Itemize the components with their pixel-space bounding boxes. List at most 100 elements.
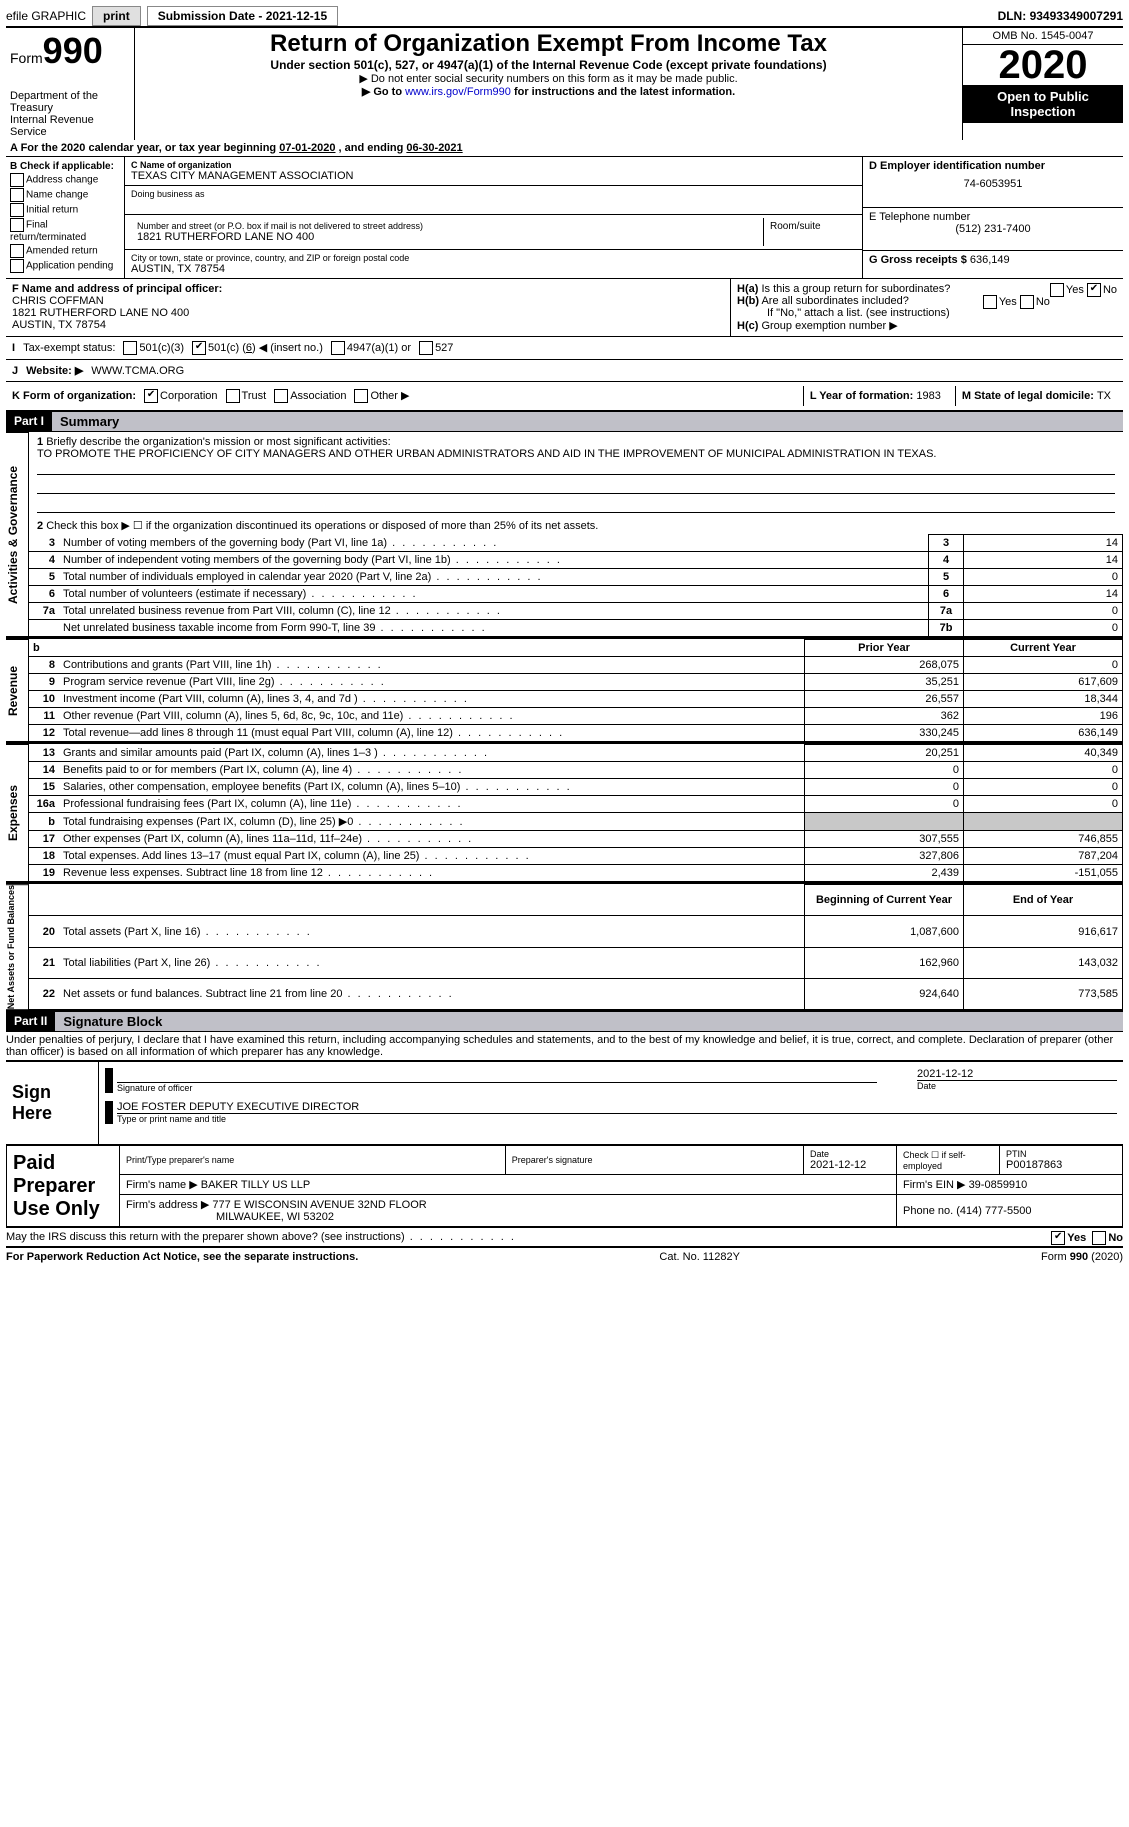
vert-revenue: Revenue xyxy=(6,639,29,742)
cb-assoc[interactable]: Association xyxy=(274,389,346,403)
row-f-h: F Name and address of principal officer:… xyxy=(6,278,1123,336)
cb-address-change[interactable]: Address change xyxy=(10,173,120,187)
part1-header: Part I xyxy=(6,412,52,431)
prep-name-cell: Print/Type preparer's name xyxy=(120,1145,506,1175)
mission-block: 1 Briefly describe the organization's mi… xyxy=(29,432,1123,513)
top-bar: efile GRAPHIC print Submission Date - 20… xyxy=(6,6,1123,26)
firm-ein-cell: Firm's EIN ▶ 39-0859910 xyxy=(897,1175,1123,1195)
year-formation: L Year of formation: 1983 xyxy=(803,386,947,406)
table-row: 6Total number of volunteers (estimate if… xyxy=(29,586,1123,603)
cb-other[interactable]: Other ▶ xyxy=(354,389,409,403)
sign-here-label: Sign Here xyxy=(6,1062,99,1144)
table-row: 9Program service revenue (Part VIII, lin… xyxy=(29,674,1123,691)
form-of-org: K Form of organization: ✔Corporation Tru… xyxy=(6,381,1123,412)
table-row: 18Total expenses. Add lines 13–17 (must … xyxy=(29,848,1123,865)
paid-preparer-table: Paid Preparer Use Only Print/Type prepar… xyxy=(6,1144,1123,1227)
cb-527[interactable]: 527 xyxy=(419,341,453,355)
revenue-section: Revenue b Prior Year Current Year 8Contr… xyxy=(6,637,1123,742)
cb-amended[interactable]: Amended return xyxy=(10,244,120,258)
cb-501c3[interactable]: 501(c)(3) xyxy=(123,341,184,355)
cb-501c[interactable]: ✔501(c) (6) ◀ (insert no.) xyxy=(192,341,323,355)
netassets-table: Beginning of Current Year End of Year 20… xyxy=(29,884,1123,1010)
irs-label: Internal Revenue Service xyxy=(10,114,130,138)
cb-final-return[interactable]: Final return/terminated xyxy=(10,218,120,243)
officer-name: JOE FOSTER DEPUTY EXECUTIVE DIRECTOR xyxy=(117,1101,1117,1113)
form-title: Return of Organization Exempt From Incom… xyxy=(141,30,956,58)
dba-box: Doing business as xyxy=(125,186,862,215)
phone-box: E Telephone number (512) 231-7400 xyxy=(863,208,1123,251)
part2-bar: Part II Signature Block xyxy=(6,1010,1123,1032)
part2-header: Part II xyxy=(6,1012,55,1031)
line-a-tax-year: A For the 2020 calendar year, or tax yea… xyxy=(6,140,1123,157)
table-row: 12Total revenue—add lines 8 through 11 (… xyxy=(29,725,1123,742)
vert-expenses: Expenses xyxy=(6,744,29,882)
website-row: J Website: ▶ WWW.TCMA.ORG xyxy=(6,359,1123,381)
table-row: bTotal fundraising expenses (Part IX, co… xyxy=(29,813,1123,831)
expenses-section: Expenses 13Grants and similar amounts pa… xyxy=(6,742,1123,882)
sig-fields: Signature of officer 2021-12-12 Date JOE… xyxy=(99,1062,1123,1144)
col-c-org-info: C Name of organization TEXAS CITY MANAGE… xyxy=(125,157,862,278)
discuss-yes-no[interactable]: ✔Yes No xyxy=(1051,1231,1123,1245)
prep-sig-cell: Preparer's signature xyxy=(505,1145,803,1175)
org-name: TEXAS CITY MANAGEMENT ASSOCIATION xyxy=(131,170,856,182)
table-row: 8Contributions and grants (Part VIII, li… xyxy=(29,657,1123,674)
room-suite: Room/suite xyxy=(764,218,856,246)
phone-value: (512) 231-7400 xyxy=(869,223,1117,235)
table-row: 7aTotal unrelated business revenue from … xyxy=(29,603,1123,620)
instr-link: ▶ Go to www.irs.gov/Form990 for instruct… xyxy=(141,85,956,98)
revenue-table: b Prior Year Current Year 8Contributions… xyxy=(29,639,1123,742)
city-box: City or town, state or province, country… xyxy=(125,250,862,278)
cb-initial-return[interactable]: Initial return xyxy=(10,203,120,217)
header-left: Form990 Department of the Treasury Inter… xyxy=(6,28,135,140)
vert-netassets: Net Assets or Fund Balances xyxy=(6,884,29,1010)
ein-box: D Employer identification number 74-6053… xyxy=(863,157,1123,208)
table-row: 5Total number of individuals employed in… xyxy=(29,569,1123,586)
footer: For Paperwork Reduction Act Notice, see … xyxy=(6,1246,1123,1263)
tax-exempt-status: I Tax-exempt status: 501(c)(3) ✔501(c) (… xyxy=(6,336,1123,359)
dept-treasury: Department of the Treasury xyxy=(10,90,130,114)
tax-year: 2020 xyxy=(963,45,1123,85)
header-right: OMB No. 1545-0047 2020 Open to Public In… xyxy=(962,28,1123,140)
gross-receipts: G Gross receipts $ 636,149 xyxy=(863,251,1123,269)
cb-4947[interactable]: 4947(a)(1) or xyxy=(331,341,411,355)
city-state-zip: AUSTIN, TX 78754 xyxy=(131,263,856,275)
cb-app-pending[interactable]: Application pending xyxy=(10,259,120,273)
irs-link[interactable]: www.irs.gov/Form990 xyxy=(405,86,511,98)
table-row: 20Total assets (Part X, line 16)1,087,60… xyxy=(29,916,1123,947)
cb-corp[interactable]: ✔Corporation xyxy=(144,389,217,403)
signature-block: Sign Here Signature of officer 2021-12-1… xyxy=(6,1060,1123,1144)
part2-title: Signature Block xyxy=(55,1012,1123,1031)
entity-block: B Check if applicable: Address change Na… xyxy=(6,157,1123,278)
header-center: Return of Organization Exempt From Incom… xyxy=(135,28,962,140)
self-employed-cell[interactable]: Check ☐ if self-employed xyxy=(897,1145,1000,1175)
table-header-row: Beginning of Current Year End of Year xyxy=(29,885,1123,916)
paid-preparer-label: Paid Preparer Use Only xyxy=(7,1145,120,1227)
table-row: 19Revenue less expenses. Subtract line 1… xyxy=(29,865,1123,882)
h-group-return: H(a) Is this a group return for subordin… xyxy=(731,279,1123,336)
firm-name-cell: Firm's name ▶ BAKER TILLY US LLP xyxy=(120,1175,897,1195)
street-address: 1821 RUTHERFORD LANE NO 400 xyxy=(137,231,757,243)
open-to-public: Open to Public Inspection xyxy=(963,85,1123,123)
table-row: 15Salaries, other compensation, employee… xyxy=(29,779,1123,796)
ha-yes-no[interactable]: Yes ✔No xyxy=(1050,283,1117,297)
form-number: Form990 xyxy=(10,30,130,72)
table-row: 13Grants and similar amounts paid (Part … xyxy=(29,745,1123,762)
officer-sig-line: Signature of officer xyxy=(117,1082,877,1093)
prep-date-cell: Date 2021-12-12 xyxy=(804,1145,897,1175)
gov-table: 3Number of voting members of the governi… xyxy=(29,534,1123,637)
efile-label: efile GRAPHIC xyxy=(6,9,86,23)
table-row: 4Number of independent voting members of… xyxy=(29,552,1123,569)
form-subtitle: Under section 501(c), 527, or 4947(a)(1)… xyxy=(141,58,956,72)
cb-name-change[interactable]: Name change xyxy=(10,188,120,202)
hb-yes-no[interactable]: Yes No xyxy=(983,295,1050,309)
dln: DLN: 93493349007291 xyxy=(998,9,1123,23)
firm-addr-cell: Firm's address ▶ 777 E WISCONSIN AVENUE … xyxy=(120,1195,897,1227)
print-button[interactable]: print xyxy=(92,6,141,26)
table-row: 22Net assets or fund balances. Subtract … xyxy=(29,978,1123,1009)
table-row: 16aProfessional fundraising fees (Part I… xyxy=(29,796,1123,813)
governance-section: Activities & Governance 1 Briefly descri… xyxy=(6,432,1123,637)
website-url: WWW.TCMA.ORG xyxy=(91,365,184,377)
table-row: Net unrelated business taxable income fr… xyxy=(29,620,1123,637)
table-row: 17Other expenses (Part IX, column (A), l… xyxy=(29,831,1123,848)
cb-trust[interactable]: Trust xyxy=(226,389,267,403)
